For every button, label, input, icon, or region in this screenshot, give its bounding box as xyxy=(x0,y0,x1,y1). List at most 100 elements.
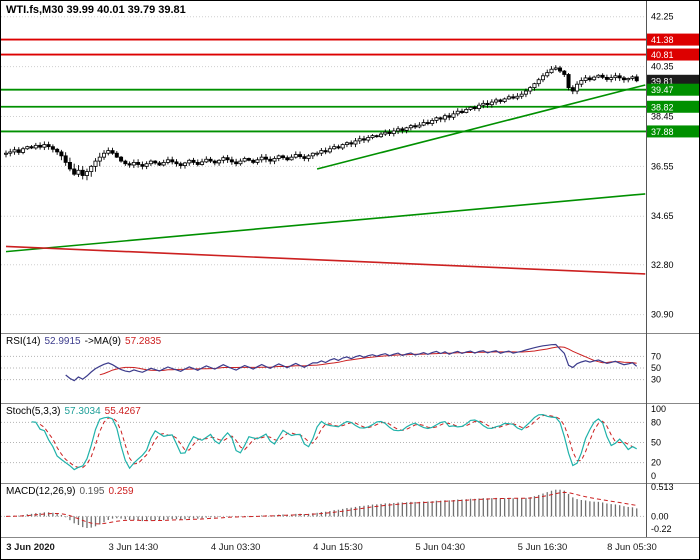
price-tag-40.81 xyxy=(647,48,699,61)
candle-body xyxy=(468,106,473,110)
candle-body xyxy=(21,148,26,153)
candle-body xyxy=(489,101,494,106)
macd-value: 0.195 xyxy=(79,486,105,497)
time-label: 8 Jun 05:30 xyxy=(607,542,657,553)
candle-body xyxy=(592,76,597,81)
candle-body xyxy=(102,152,107,158)
macd-chart[interactable]: 0.513 0.00 -0.22 xyxy=(1,483,700,537)
candle-body xyxy=(336,146,341,149)
candle-body xyxy=(604,76,609,80)
candle-body xyxy=(532,83,537,89)
candle-body xyxy=(332,146,337,150)
price-tag-label: 41.38 xyxy=(651,35,674,45)
candle-body xyxy=(208,158,213,162)
price-chart-panel[interactable]: 42.25 40.35 38.45 36.55 34.65 32.80 30.90 41.38… xyxy=(1,1,700,333)
stoch-title: Stoch(5,3,3) 57.3034 55.4267 xyxy=(6,406,145,417)
rsi-name: RSI(14) xyxy=(6,336,41,347)
price-scale[interactable] xyxy=(647,1,699,537)
rsi-title: RSI(14) 52.9915 ->MA(9) 57.2835 xyxy=(6,336,165,347)
indicator-scale-label: -0.22 xyxy=(651,524,672,534)
rsi-line xyxy=(65,343,638,382)
candle-body xyxy=(498,99,503,102)
time-label: 3 Jun 14:30 xyxy=(108,542,159,553)
macd-name: MACD(12,26,9) xyxy=(6,486,76,497)
candle-body xyxy=(263,156,268,160)
candle-body xyxy=(212,160,217,164)
candle-body xyxy=(170,159,175,163)
candle-body xyxy=(553,67,558,70)
indicator-scale-label: 100 xyxy=(651,404,666,414)
rsi-chart[interactable]: 70 50 30 xyxy=(1,333,700,403)
candle-body xyxy=(506,96,511,100)
candle-body xyxy=(12,149,17,153)
candle-body xyxy=(357,138,362,142)
stochastic-chart[interactable]: 100 80 50 20 0 xyxy=(1,403,700,483)
candle-body xyxy=(315,152,320,155)
macd-panel[interactable]: 0.513 0.00 -0.22 MACD(12,26,9) 0.195 0.259 xyxy=(1,483,700,537)
candle-body xyxy=(583,77,588,81)
time-label: 5 Jun 16:30 xyxy=(517,542,568,553)
candle-body xyxy=(421,122,426,126)
macd-signal-line xyxy=(5,491,637,525)
candle-body xyxy=(519,93,524,97)
candle-body xyxy=(25,146,30,150)
candle-body xyxy=(570,87,575,92)
candle-body xyxy=(425,122,430,124)
candle-body xyxy=(617,75,622,79)
candle-body xyxy=(344,142,349,145)
candle-body xyxy=(46,144,51,148)
macd-title: MACD(12,26,9) 0.195 0.259 xyxy=(6,486,138,497)
candle-body xyxy=(609,77,614,80)
rsi-ma-name: ->MA(9) xyxy=(84,336,122,347)
candle-body xyxy=(242,158,247,162)
price-chart[interactable]: 42.25 40.35 38.45 36.55 34.65 32.80 30.90 41.38… xyxy=(1,1,700,333)
candle-body xyxy=(289,156,294,161)
candle-body xyxy=(481,102,486,106)
candle-body xyxy=(195,162,200,165)
red-trendline xyxy=(5,245,646,275)
candle-body xyxy=(613,75,618,79)
candle-body xyxy=(229,159,234,163)
candle-body xyxy=(293,154,298,158)
price-scale-label: 34.65 xyxy=(651,211,674,221)
price-scale-label: 42.25 xyxy=(651,12,674,22)
candle-body xyxy=(93,160,98,167)
time-label: 3 Jun 2020 xyxy=(6,542,55,553)
rsi-panel[interactable]: 70 50 30 RSI(14) 52.9915 ->MA(9) 57.2835 xyxy=(1,333,700,403)
indicator-scale-label: 30 xyxy=(651,375,661,385)
stoch-name: Stoch(5,3,3) xyxy=(6,406,61,417)
indicator-scale-label: 0 xyxy=(651,471,656,481)
candle-body xyxy=(268,158,273,162)
candle-body xyxy=(38,144,43,148)
stoch-signal-value: 55.4267 xyxy=(104,406,141,417)
candle-body xyxy=(438,117,443,120)
candle-body xyxy=(447,115,452,118)
candle-body xyxy=(464,108,469,113)
candle-body xyxy=(110,150,115,154)
candle-body xyxy=(191,159,196,163)
candle-body xyxy=(63,155,68,163)
candle-body xyxy=(306,155,311,159)
candle-body xyxy=(67,162,72,170)
candle-body xyxy=(161,162,166,166)
candle-body xyxy=(370,135,375,138)
indicator-scale-label: 0.00 xyxy=(651,511,669,521)
time-axis[interactable]: 3 Jun 2020 3 Jun 14:30 4 Jun 03:30 4 Jun 15… xyxy=(1,537,699,559)
candle-body xyxy=(251,159,256,163)
price-tag-label: 40.81 xyxy=(651,50,674,60)
candle-body xyxy=(596,74,601,78)
candle-body xyxy=(238,160,243,165)
candles-layer xyxy=(4,65,639,181)
candle-body xyxy=(178,163,183,166)
indicator-scale-label: 50 xyxy=(651,438,661,448)
price-tag-38.82 xyxy=(647,100,699,113)
candle-body xyxy=(16,149,21,153)
candle-body xyxy=(460,110,465,113)
candle-body xyxy=(187,159,192,164)
candle-body xyxy=(200,161,205,165)
candle-body xyxy=(319,150,324,154)
price-scale-label: 36.55 xyxy=(651,161,674,171)
rsi-ma-line xyxy=(99,346,637,376)
stochastic-panel[interactable]: 100 80 50 20 0 Stoch(5,3,3) 57.3034 55.4267 xyxy=(1,403,700,483)
